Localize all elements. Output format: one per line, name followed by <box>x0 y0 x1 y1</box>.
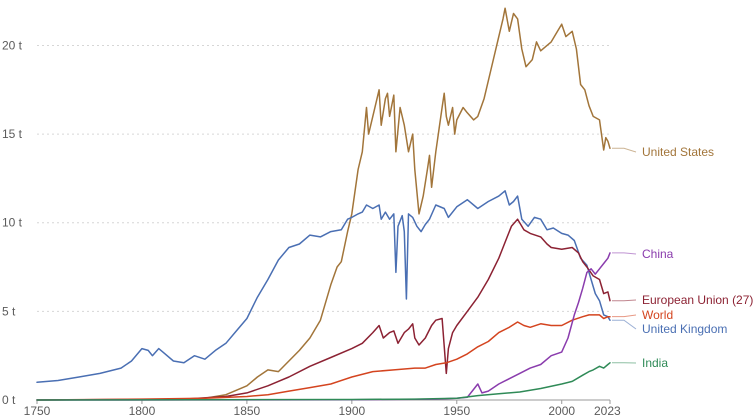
x-tick-label: 1950 <box>443 404 470 417</box>
series-line-european-union-27 <box>36 218 611 401</box>
series-label: China <box>642 247 674 261</box>
series-line-china <box>36 252 611 401</box>
series-labels: United States United Kingdom European Unio… <box>612 145 753 370</box>
y-tick-label: 0 t <box>2 393 16 407</box>
y-tick-label: 5 t <box>2 304 16 318</box>
series-label: India <box>642 356 668 370</box>
series-line-world <box>36 314 611 401</box>
label-connector <box>612 319 637 330</box>
x-tick-label: 1800 <box>129 404 156 417</box>
y-axis-ticks: 0 t 5 t 10 t 15 t 20 t <box>2 38 23 407</box>
series-label: United Kingdom <box>642 322 727 336</box>
series-label: United States <box>642 145 714 159</box>
series-lines <box>36 7 611 401</box>
series-line-united-states <box>141 7 611 401</box>
y-tick-label: 10 t <box>2 216 23 230</box>
gridlines <box>37 44 610 312</box>
y-tick-label: 20 t <box>2 38 23 52</box>
y-tick-label: 15 t <box>2 127 23 141</box>
series-line-united-kingdom <box>36 190 611 384</box>
label-connector <box>612 252 637 255</box>
x-tick-label: 2023 <box>594 404 621 417</box>
x-tick-label: 1750 <box>24 404 51 417</box>
series-line-india <box>36 362 611 401</box>
x-axis: 1750 1800 1850 1900 1950 2000 2023 <box>24 399 621 417</box>
series-label: World <box>642 308 673 322</box>
series-label: European Union (27) <box>642 293 753 307</box>
x-tick-label: 2000 <box>548 404 575 417</box>
x-tick-label: 1850 <box>234 404 261 417</box>
label-connector <box>612 299 637 302</box>
x-tick-label: 1900 <box>338 404 365 417</box>
label-connector <box>612 147 637 153</box>
label-connector <box>612 314 637 318</box>
